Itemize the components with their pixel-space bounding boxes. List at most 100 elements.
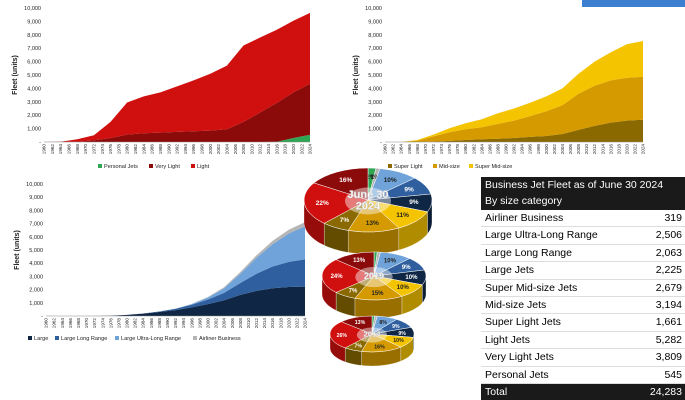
legend-entry: Airliner Business — [199, 336, 241, 342]
table-row-value: 3,194 — [655, 299, 682, 312]
table-row-label: Large Jets — [485, 264, 535, 277]
table-row-value: 2,679 — [655, 281, 682, 294]
y-tick-label: 4,000 — [29, 261, 43, 267]
x-tick-label: 1968 — [415, 144, 420, 155]
pie-slice — [321, 259, 375, 293]
legend-swatch — [28, 336, 32, 340]
legend-swatch — [149, 164, 153, 168]
x-tick-label: 1970 — [423, 144, 428, 155]
x-tick-label: 1964 — [60, 318, 65, 329]
x-tick-label: 2012 — [254, 318, 259, 329]
pie-center-glow — [344, 187, 392, 215]
pie-center-label: 2024 — [356, 201, 381, 213]
x-tick-label: 2002 — [214, 318, 219, 329]
x-tick-label: 1960 — [42, 144, 47, 155]
x-tick-label: 1994 — [183, 144, 188, 155]
pie-slice — [354, 275, 403, 301]
y-tick-label: 6,000 — [27, 60, 41, 66]
table-row-label: Large Ultra-Long Range — [485, 229, 598, 242]
table-total-value: 24,283 — [649, 386, 682, 399]
x-tick-label: 2022 — [633, 144, 638, 155]
pie-slice — [303, 182, 369, 224]
x-tick-label: 1976 — [447, 144, 452, 155]
x-tick-label: 1996 — [528, 144, 533, 155]
x-tick-label: 1988 — [158, 144, 163, 155]
y-axis-label: Fleet (units) — [353, 55, 360, 95]
x-tick-label: 1968 — [76, 318, 81, 329]
y-tick-label: 2,000 — [368, 113, 382, 119]
x-tick-label: 1980 — [125, 318, 130, 329]
table-row-value: 3,809 — [655, 351, 682, 364]
pie-data-label: 22% — [316, 200, 329, 207]
area-series-very-light — [44, 83, 310, 142]
x-tick-label: 1990 — [504, 144, 509, 155]
x-tick-label: 1966 — [68, 318, 73, 329]
y-axis-label: Fleet (units) — [12, 55, 19, 95]
table-row-value: 2,063 — [655, 246, 682, 259]
pie-data-label: 15% — [371, 291, 384, 297]
area-series-large-ultra-long-range — [46, 226, 305, 316]
legend-entry: Super Light — [394, 164, 423, 170]
legend-swatch — [469, 164, 473, 168]
pie-data-label: 9% — [402, 265, 411, 271]
legend-entry: Large Ultra-Long Range — [121, 336, 181, 342]
x-tick-label: 2006 — [230, 318, 235, 329]
pie-data-label: 26% — [337, 333, 348, 339]
table-row-value: 1,661 — [655, 316, 682, 329]
x-tick-label: 1974 — [100, 144, 105, 155]
x-tick-label: 2000 — [544, 144, 549, 155]
y-axis-label: Fleet (units) — [14, 230, 21, 270]
table-row: Very Light Jets 3,809 — [481, 349, 685, 367]
x-tick-label: 1984 — [141, 318, 146, 329]
table-row-value: 2,506 — [655, 229, 682, 242]
pie-data-label: 8% — [379, 320, 387, 326]
y-tick-label: 1,000 — [27, 127, 41, 133]
legend-swatch — [191, 164, 195, 168]
x-tick-label: 1964 — [58, 144, 63, 155]
x-tick-label: 2020 — [291, 144, 296, 155]
pie-data-label: 13% — [366, 220, 379, 227]
x-tick-label: 1980 — [125, 144, 130, 155]
table-row: Airliner Business 319 — [481, 210, 685, 228]
x-tick-label: 1996 — [191, 144, 196, 155]
x-tick-label: 1988 — [496, 144, 501, 155]
table-total-label: Total — [485, 386, 508, 399]
x-tick-label: 1962 — [50, 144, 55, 155]
table-total-row: Total 24,283 — [481, 384, 685, 400]
pie-center-label: June 30 — [348, 189, 389, 201]
x-tick-label: 1984 — [141, 144, 146, 155]
legend-swatch — [193, 336, 197, 340]
pie-data-label: 9% — [409, 199, 419, 206]
x-tick-label: 2006 — [568, 144, 573, 155]
pie-data-label: 1% — [370, 174, 380, 181]
legend-entry: Personal Jets — [104, 164, 138, 170]
pie-data-label: 7% — [355, 344, 363, 350]
y-tick-label: 3,000 — [29, 274, 43, 280]
x-tick-label: 1968 — [75, 144, 80, 155]
table-row-value: 2,225 — [655, 264, 682, 277]
table-row-value: 5,282 — [655, 333, 682, 346]
y-tick-label: 2,000 — [29, 288, 43, 294]
legend-entry: Large Long Range — [61, 336, 107, 342]
x-tick-label: 1978 — [116, 144, 121, 155]
x-tick-label: 2006 — [233, 144, 238, 155]
corner-accent-bar — [582, 0, 685, 7]
area-series-light — [44, 12, 310, 143]
pie-slice — [340, 315, 373, 335]
x-tick-label: 1982 — [133, 318, 138, 329]
x-tick-label: 1986 — [149, 318, 154, 329]
x-tick-label: 2018 — [283, 144, 288, 155]
y-tick-label: 5,000 — [27, 73, 41, 79]
x-tick-label: 1980 — [463, 144, 468, 155]
x-tick-label: 2002 — [216, 144, 221, 155]
y-tick-label: 8,000 — [29, 208, 43, 214]
x-tick-label: 1992 — [175, 144, 180, 155]
table-row-label: Very Light Jets — [485, 351, 554, 364]
legend-entry: Light — [197, 164, 210, 170]
x-tick-label: 1960 — [44, 318, 49, 329]
y-tick-label: 10,000 — [26, 182, 43, 188]
pie-center-label: 2019 — [364, 271, 384, 281]
pie-data-label: 7% — [349, 288, 358, 294]
y-tick-label: 9,000 — [29, 195, 43, 201]
y-tick-label: 3,000 — [368, 100, 382, 106]
